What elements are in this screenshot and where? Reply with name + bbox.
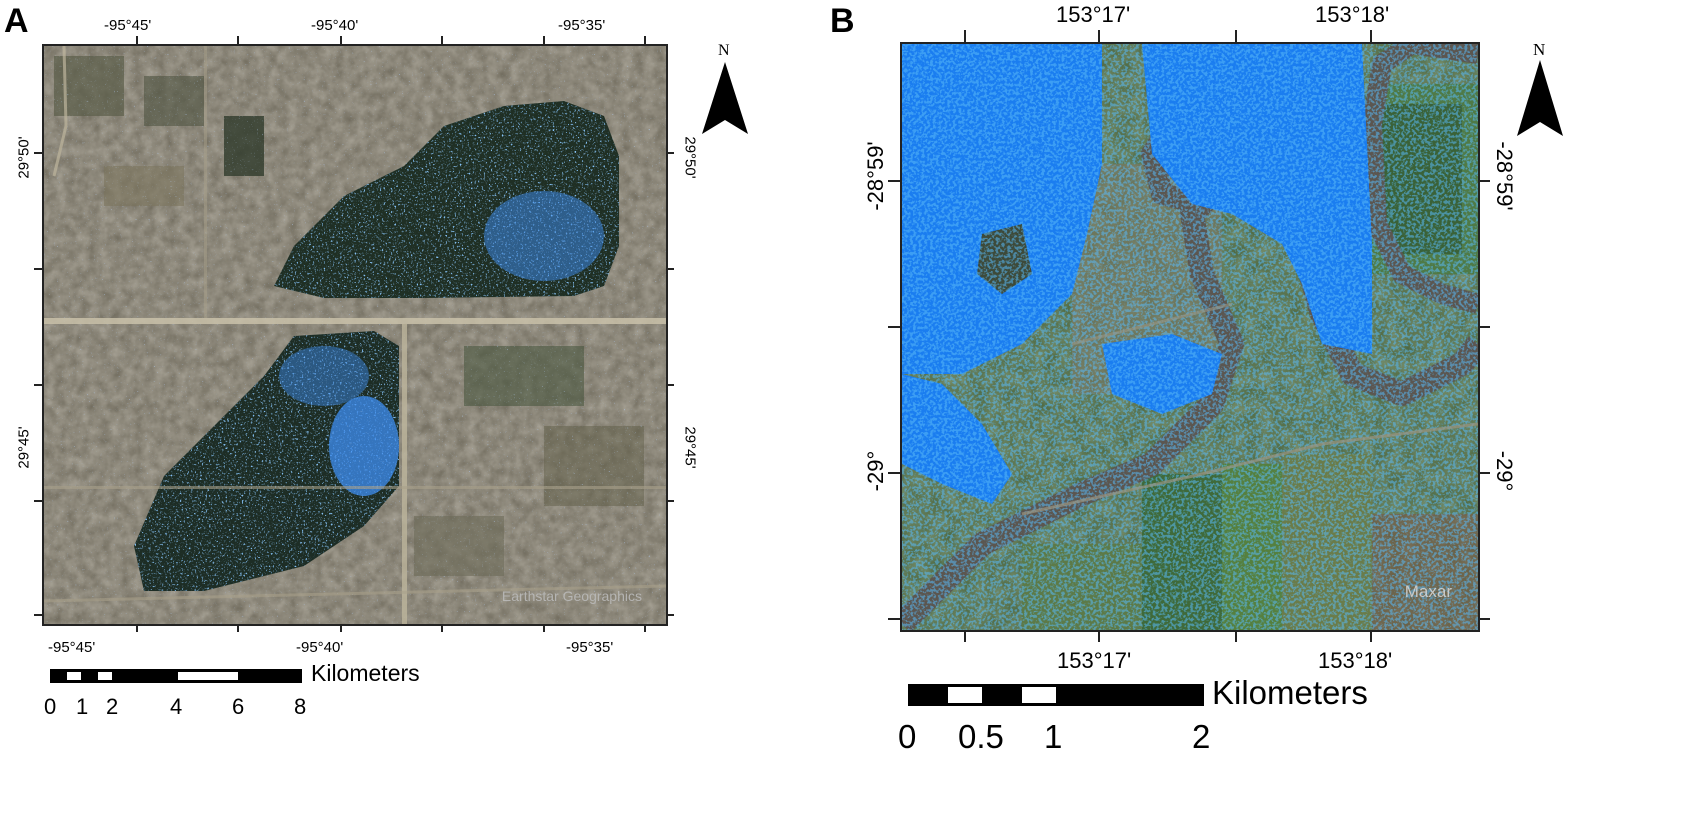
panel-b-lat-left-1: -28°59' (863, 141, 888, 211)
panel-a-scale-1: 1 (76, 694, 89, 719)
panel-a-scale-unit: Kilometers (311, 660, 420, 686)
panel-b-lon-top-1: 153°17' (1056, 2, 1131, 27)
panel-b-lat-left-2: -29° (863, 450, 888, 492)
panel-a-lat-left-2: 29°45' (15, 426, 33, 469)
panel-b-scale-2: 2 (1192, 718, 1211, 755)
panel-a-north-arrow: N (700, 42, 750, 137)
panel-a-lat-right-2: 29°45' (681, 426, 699, 469)
panel-b-scale-unit: Kilometers (1212, 674, 1368, 711)
north-arrow-icon (702, 62, 748, 134)
panel-b-scale-1: 1 (1044, 718, 1063, 755)
panel-b-scale-05: 0.5 (958, 718, 1004, 755)
panel-a-scale-6: 6 (232, 694, 245, 719)
panel-a-scale-0: 0 (44, 694, 57, 719)
panel-b-lat-right-1: -28°59' (1492, 141, 1517, 211)
panel-b-north-label: N (1533, 40, 1546, 59)
panel-a-north-label: N (718, 42, 730, 59)
panel-b-scale-0: 0 (898, 718, 917, 755)
panel-b-lon-top-2: 153°18' (1315, 2, 1390, 27)
panel-a-scale-2: 2 (106, 694, 119, 719)
panel-b-map-image (902, 44, 1478, 630)
panel-a-lon-bottom-1: -95°45' (48, 639, 96, 656)
panel-b-north-arrow: N (1515, 40, 1565, 140)
panel-b-lon-bottom-1: 153°17' (1057, 648, 1132, 673)
panel-a-map[interactable]: Earthstar Geographics (42, 44, 668, 626)
panel-a-scale-4: 4 (170, 694, 183, 719)
panel-b-lat-right-2: -29° (1492, 450, 1517, 492)
panel-a-lon-bottom-3: -95°35' (566, 639, 614, 656)
panel-b-credit: Maxar (1404, 582, 1452, 601)
panel-a-lon-top-2: -95°40' (311, 17, 359, 34)
panel-a-credit: Earthstar Geographics (501, 588, 642, 604)
panel-a-lat-left-1: 29°50' (15, 136, 33, 179)
panel-a-lon-top-1: -95°45' (104, 17, 152, 34)
panel-b-label: B (830, 2, 855, 40)
panel-a-lat-right-1: 29°50' (681, 136, 699, 179)
panel-a-scale-8: 8 (294, 694, 307, 719)
panel-a-lon-bottom-2: -95°40' (296, 639, 344, 656)
panel-b-lon-bottom-2: 153°18' (1318, 648, 1393, 673)
panel-b-map[interactable]: Maxar (900, 42, 1480, 632)
panel-a-map-image (44, 46, 666, 624)
north-arrow-icon (1517, 60, 1563, 136)
panel-b-scale-bar (908, 684, 1204, 706)
panel-a-label: A (4, 2, 29, 40)
panel-a-scale-bar (50, 669, 302, 683)
panel-a-lon-top-3: -95°35' (558, 17, 606, 34)
